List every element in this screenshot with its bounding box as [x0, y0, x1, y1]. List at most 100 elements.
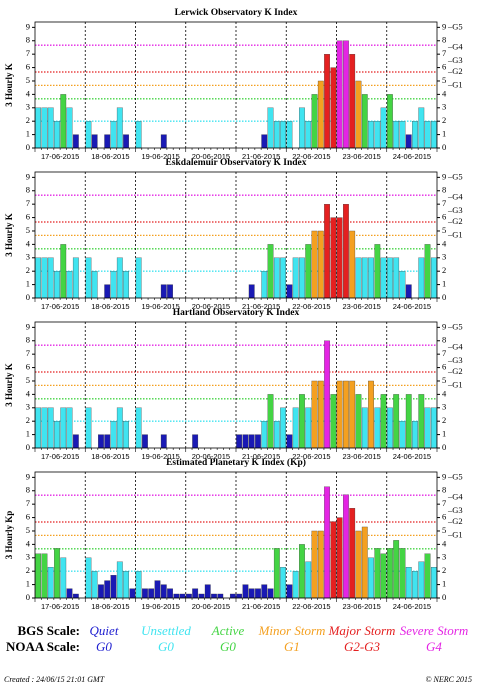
noaa-scale-label: NOAA Scale: — [6, 639, 80, 654]
bar — [349, 508, 356, 599]
x-tick-label: 20-06-2015 — [192, 302, 230, 311]
bar — [154, 580, 161, 599]
bar — [374, 548, 381, 599]
y2-tick-label: 0 — [442, 142, 446, 152]
bar — [261, 271, 268, 299]
bar — [35, 407, 42, 449]
g-scale-label: –G2 — [447, 216, 463, 226]
y-tick-label: 4 — [26, 88, 31, 98]
panel-title: Estimated Planetary K Index (Kp) — [166, 457, 306, 468]
plot-frame — [34, 21, 438, 149]
g-scale-label: –G5 — [447, 171, 463, 181]
g-scale-label: –G5 — [447, 21, 463, 31]
bar — [142, 434, 148, 449]
y-tick-label: 4 — [26, 238, 31, 248]
bar — [41, 257, 48, 299]
bar — [54, 548, 60, 599]
bar — [261, 134, 268, 149]
bar — [123, 271, 129, 299]
bar — [236, 593, 243, 599]
bar — [72, 134, 79, 149]
x-tick-label: 18-06-2015 — [91, 602, 129, 611]
x-tick-label: 24-06-2015 — [393, 452, 431, 461]
bar — [430, 257, 437, 299]
y2-tick-label: 5 — [442, 375, 446, 385]
bar — [386, 548, 393, 599]
bar — [192, 588, 199, 599]
bar — [393, 540, 400, 599]
bar — [355, 394, 362, 449]
bar — [311, 94, 318, 149]
bgs-scale-label: BGS Scale: — [18, 623, 80, 638]
bar — [292, 571, 299, 599]
bar — [204, 584, 211, 599]
y-tick-label: 1 — [26, 429, 30, 439]
g-scale-label: –G3 — [447, 205, 463, 215]
bar — [374, 121, 381, 149]
y-tick-label: 7 — [26, 198, 30, 208]
bar — [255, 434, 261, 449]
bar — [368, 257, 374, 299]
g-scale-label: –G4 — [447, 491, 463, 501]
x-tick-label: 20-06-2015 — [192, 152, 230, 161]
bar — [330, 217, 337, 299]
bar — [104, 434, 111, 449]
bar — [85, 407, 92, 449]
y2-tick-label: 0 — [442, 442, 446, 452]
x-tick-label: 17-06-2015 — [41, 302, 79, 311]
bar — [41, 407, 48, 449]
y-axis-label: 3 Hourly K — [4, 213, 14, 257]
bgs-level: Active — [211, 623, 245, 638]
bar — [430, 407, 437, 449]
bar — [286, 284, 293, 299]
bar — [299, 257, 305, 299]
y2-tick-label: 0 — [442, 592, 446, 602]
g-scale-label: –G2 — [447, 516, 463, 526]
x-tick-label: 19-06-2015 — [141, 152, 179, 161]
bar — [368, 121, 374, 149]
x-tick-label: 17-06-2015 — [41, 152, 79, 161]
y2-tick-label: 1 — [442, 129, 446, 139]
y-tick-label: 9 — [26, 471, 30, 481]
bar — [424, 553, 431, 599]
bgs-level: Minor Storm — [258, 623, 326, 638]
y-axis-label: 3 Hourly Kp — [4, 511, 14, 560]
bar — [160, 584, 167, 599]
g-scale-label: –G1 — [447, 379, 463, 389]
bar — [273, 121, 280, 149]
x-tick-label: 18-06-2015 — [91, 302, 129, 311]
y-tick-label: 2 — [26, 415, 30, 425]
bar — [91, 271, 98, 299]
y2-tick-label: 7 — [442, 498, 446, 508]
bar — [380, 107, 387, 149]
panel-title: Hartland Observatory K Index — [173, 308, 300, 318]
bar — [405, 284, 412, 299]
y-tick-label: 4 — [26, 388, 31, 398]
y2-tick-label: 3 — [442, 102, 446, 112]
bar — [349, 230, 356, 299]
bar — [317, 230, 324, 299]
bar — [299, 544, 305, 599]
bar — [185, 593, 192, 599]
y2-tick-label: 9 — [442, 321, 446, 331]
bar — [135, 571, 142, 599]
bar — [399, 271, 406, 299]
bar — [41, 107, 48, 149]
plot-frame — [34, 171, 438, 299]
bar — [116, 257, 123, 299]
y2-tick-label: 6 — [442, 362, 446, 372]
noaa-level: G0 — [96, 639, 112, 654]
bar — [54, 271, 60, 299]
y-tick-label: 9 — [26, 321, 30, 331]
bar — [255, 588, 261, 599]
bar — [148, 588, 155, 599]
noaa-level: G4 — [426, 639, 442, 654]
bar — [424, 121, 431, 149]
bar — [412, 571, 418, 599]
noaa-level: G0 — [220, 639, 236, 654]
y2-tick-label: 8 — [442, 35, 446, 45]
bar — [280, 407, 286, 449]
bar — [292, 407, 299, 449]
bar — [91, 134, 98, 149]
x-tick-label: 23-06-2015 — [342, 152, 380, 161]
